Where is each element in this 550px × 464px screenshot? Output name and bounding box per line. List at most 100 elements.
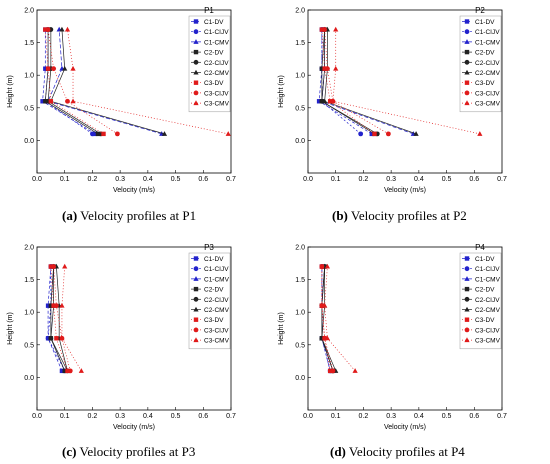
legend-entry: C3-CMV [475, 101, 501, 108]
y-tick-label: 2.0 [24, 245, 34, 252]
series-c3-dv [43, 27, 106, 137]
chart-title: P4 [475, 243, 485, 252]
y-axis-label: Height (m) [7, 312, 14, 345]
series-c3-cijv [322, 27, 391, 137]
caption-b-label: (b) [332, 208, 348, 223]
x-axis-label: Velocity (m/s) [384, 424, 426, 431]
caption-d-text: Velocity profiles at P4 [345, 444, 465, 459]
legend: P1 C1-DV C1-CIJV C1-CMV C2-DV C2-CIJV C2-CMV C3… [188, 6, 231, 113]
legend-entry: C1-DV [204, 256, 224, 263]
series-line [56, 266, 68, 371]
data-point [48, 264, 54, 269]
legend-entry: C2-CMV [475, 307, 501, 314]
x-tick-label: 0.7 [497, 176, 507, 183]
series-c3-dv [319, 27, 377, 137]
x-tick-label: 0.4 [414, 413, 424, 420]
data-point [43, 66, 48, 71]
series-line [321, 266, 334, 371]
x-tick-label: 0.1 [331, 176, 341, 183]
legend-marker [464, 90, 470, 96]
x-tick-label: 0.6 [198, 413, 208, 420]
data-point [59, 302, 65, 308]
data-point [319, 66, 325, 71]
legend-marker [193, 90, 199, 96]
series-line [44, 29, 93, 135]
legend: P4 C1-DV C1-CIJV C1-CMV C2-DV C2-CIJV C2-CMV C3… [459, 243, 502, 350]
series-line [324, 29, 389, 135]
legend-entry: C2-CIJV [475, 60, 500, 67]
x-tick-label: 0.0 [32, 413, 42, 420]
plot-frame [307, 9, 503, 174]
y-tick-label: 0.0 [24, 138, 34, 145]
x-tick-label: 0.2 [88, 413, 98, 420]
series-line [50, 266, 66, 372]
data-point [327, 368, 333, 374]
legend-marker [193, 327, 199, 333]
legend: P3 C1-DV C1-CIJV C1-CMV C2-DV C2-CIJV C2-CMV C3… [188, 243, 231, 350]
legend-marker [464, 19, 470, 24]
data-point [114, 131, 120, 137]
series-line [47, 29, 118, 135]
y-tick-label: 0.0 [295, 138, 305, 145]
data-point [369, 131, 374, 137]
legend-entry: C3-CIJV [204, 90, 229, 97]
caption-a-label: (a) [62, 208, 78, 223]
legend-marker [464, 59, 470, 65]
data-point [51, 264, 57, 269]
x-tick-label: 0.1 [60, 413, 70, 420]
series-c1-dv [316, 27, 374, 137]
x-axis-label: Velocity (m/s) [384, 187, 426, 194]
series-c1-cmv [45, 26, 165, 136]
series-line [47, 266, 63, 372]
data-point [67, 368, 73, 374]
legend-entry: C1-DV [204, 19, 224, 26]
legend-marker [464, 337, 470, 343]
data-point [324, 263, 330, 269]
x-tick-label: 0.0 [303, 413, 313, 420]
series-line [42, 29, 96, 135]
data-point [48, 99, 54, 104]
series-line [321, 29, 375, 135]
data-point [95, 131, 101, 137]
data-point [51, 303, 56, 308]
series-c3-cijv [45, 27, 120, 137]
legend-entry: C2-CMV [204, 307, 230, 314]
data-point [59, 368, 65, 374]
x-tick-label: 0.3 [386, 413, 396, 420]
x-tick-label: 0.7 [497, 413, 507, 420]
y-axis-label: Height (m) [278, 312, 285, 345]
x-tick-label: 0.3 [115, 413, 125, 420]
data-point [48, 303, 54, 308]
data-point [43, 99, 48, 104]
legend-entry: C1-CIJV [204, 266, 229, 273]
x-tick-label: 0.7 [226, 176, 236, 183]
series-c3-cmv [330, 26, 483, 136]
data-point [325, 66, 330, 72]
legend-marker [464, 306, 470, 312]
x-tick-label: 0.6 [198, 176, 208, 183]
series-line [321, 266, 337, 372]
y-tick-label: 1.5 [24, 277, 34, 284]
series-line [324, 266, 356, 372]
data-point [333, 65, 339, 71]
legend-marker [464, 296, 470, 302]
data-point [64, 26, 71, 32]
data-point [54, 336, 59, 341]
data-point [352, 368, 358, 373]
legend-entry: C2-CIJV [204, 60, 229, 67]
legend-entry: C2-DV [475, 287, 495, 294]
data-point [59, 335, 65, 341]
series-line [67, 29, 229, 135]
y-tick-label: 0.5 [295, 342, 305, 349]
legend-entry: C3-DV [475, 80, 495, 87]
series-c2-cmv [322, 26, 419, 136]
data-point [70, 98, 76, 104]
data-point [413, 131, 419, 136]
legend-entry: C3-DV [204, 317, 224, 324]
series-line [332, 29, 480, 135]
legend-marker [464, 286, 470, 292]
x-tick-label: 0.5 [171, 176, 181, 183]
series-c3-cmv [59, 263, 84, 373]
legend-marker [464, 39, 470, 44]
